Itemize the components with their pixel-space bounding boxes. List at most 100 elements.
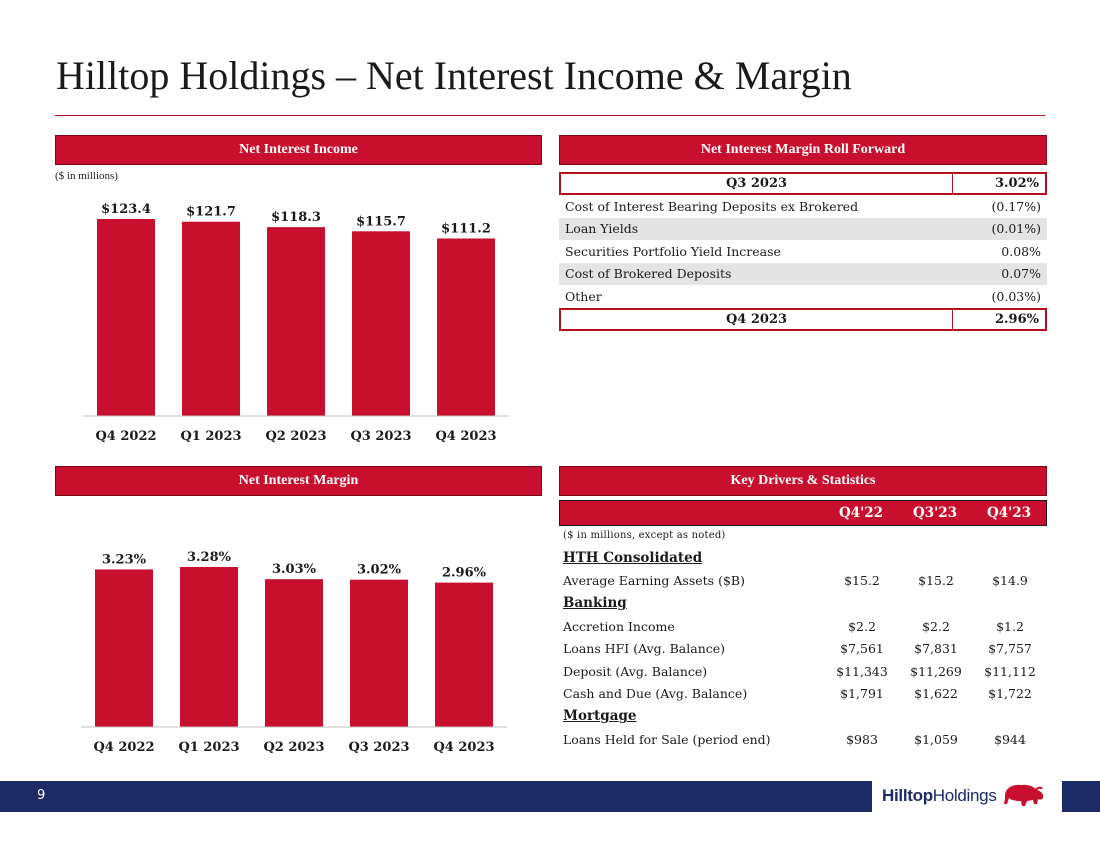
roll-forward-row-value: (0.17%)	[991, 198, 1041, 214]
row-label: Banking	[563, 595, 627, 612]
roll-forward-row-value: (0.03%)	[991, 288, 1041, 304]
data-label: $118.3	[271, 210, 321, 225]
data-label: 3.02%	[357, 563, 402, 578]
roll-forward-row-value: (0.01%)	[991, 221, 1041, 237]
roll-forward-row-label: Securities Portfolio Yield Increase	[565, 243, 781, 259]
row-value: $944	[994, 731, 1026, 747]
table-row: Loans HFI (Avg. Balance) $7,561 $7,831 $7,7…	[559, 637, 1047, 660]
x-tick-label: Q4 2022	[93, 740, 154, 755]
roll-forward-end-row: Q4 2023 2.96%	[559, 307, 1047, 331]
nii-units-note: ($ in millions)	[55, 170, 118, 182]
page-number: 9	[37, 788, 46, 803]
row-value: $1,722	[988, 686, 1032, 702]
data-label: $111.2	[441, 221, 491, 236]
bar	[97, 219, 155, 416]
data-label: $121.7	[186, 205, 236, 220]
roll-forward-header-label: Net Interest Margin Roll Forward	[700, 142, 906, 157]
company-logo: HilltopHoldings	[872, 776, 1062, 816]
table-row: Average Earning Assets ($B) $15.2 $15.2 $14…	[559, 570, 1047, 593]
row-value: $7,757	[988, 641, 1032, 657]
nim-header-label: Net Interest Margin	[238, 473, 359, 488]
column-header: Q3'23	[912, 505, 958, 521]
key-drivers-section-header: Key Drivers & Statistics	[559, 466, 1047, 496]
row-value: $7,831	[914, 641, 958, 657]
x-tick-label: Q1 2023	[180, 429, 241, 444]
roll-forward-row-label: Other	[565, 288, 602, 304]
nii-bar-chart: $123.4 Q4 2022 $121.7 Q1 2023 $118.3 Q2 2023 $…	[83, 202, 509, 444]
row-label: Mortgage	[563, 708, 637, 725]
roll-forward-row-label: Loan Yields	[565, 221, 639, 237]
table-group-row: Mortgage	[559, 705, 1047, 728]
row-label: Average Earning Assets ($B)	[563, 573, 745, 589]
roll-forward-row: Cost of Interest Bearing Deposits ex Bro…	[559, 195, 1047, 218]
table-row: Deposit (Avg. Balance) $11,343 $11,269 $11,…	[559, 660, 1047, 683]
x-tick-label: Q3 2023	[348, 740, 409, 755]
row-value: $11,269	[910, 663, 962, 679]
row-value: $11,112	[984, 663, 1036, 679]
key-drivers-units-note: ($ in millions, except as noted)	[563, 530, 726, 541]
x-tick-label: Q2 2023	[265, 429, 326, 444]
nii-header-label: Net Interest Income	[239, 142, 358, 157]
row-value: $14.9	[992, 573, 1028, 589]
row-value: $1,059	[914, 731, 958, 747]
row-label: Accretion Income	[563, 618, 675, 634]
roll-forward-row-value: 0.07%	[1001, 266, 1041, 282]
bison-icon	[1003, 784, 1043, 806]
page-title: Hilltop Holdings – Net Interest Income &…	[56, 53, 852, 98]
data-label: 3.23%	[102, 552, 147, 567]
bar	[182, 221, 240, 416]
roll-forward-row-value: 0.08%	[1001, 243, 1041, 259]
roll-forward-start-row: Q3 2023 3.02%	[559, 172, 1047, 195]
bar	[437, 238, 495, 416]
bar	[350, 579, 408, 727]
data-label: 2.96%	[442, 566, 487, 581]
table-group-row: Banking	[559, 592, 1047, 615]
x-tick-label: Q1 2023	[178, 740, 239, 755]
key-drivers-table: HTH Consolidated Average Earning Assets (…	[559, 547, 1047, 750]
key-drivers-header-label: Key Drivers & Statistics	[730, 473, 876, 488]
roll-forward-row: Other (0.03%)	[559, 285, 1047, 308]
x-tick-label: Q4 2022	[95, 429, 156, 444]
row-value: $2.2	[848, 618, 876, 634]
bar	[435, 582, 493, 727]
roll-forward-row: Loan Yields (0.01%)	[559, 217, 1047, 240]
nim-bar-chart: 3.23% Q4 2022 3.28% Q1 2023 3.03% Q2 2023 3.02…	[81, 550, 507, 755]
row-value: $11,343	[836, 663, 888, 679]
row-label: HTH Consolidated	[563, 550, 703, 567]
title-divider	[55, 115, 1045, 116]
row-label: Loans Held for Sale (period end)	[563, 731, 771, 747]
bar	[267, 227, 325, 416]
bar	[265, 579, 323, 727]
table-row: Loans Held for Sale (period end) $983 $1,0…	[559, 728, 1047, 751]
data-label: $115.7	[356, 214, 406, 229]
x-tick-label: Q3 2023	[350, 429, 411, 444]
data-label: $123.4	[101, 202, 151, 217]
bar	[180, 567, 238, 727]
bar	[95, 569, 153, 727]
row-value: $983	[846, 731, 878, 747]
logo-light-text: Holdings	[932, 786, 997, 805]
table-group-row: HTH Consolidated	[559, 547, 1047, 570]
row-label: Loans HFI (Avg. Balance)	[563, 641, 726, 657]
row-value: $2.2	[922, 618, 950, 634]
row-value: $1.2	[996, 618, 1024, 634]
x-tick-label: Q2 2023	[263, 740, 324, 755]
row-label: Cash and Due (Avg. Balance)	[563, 686, 748, 702]
row-value: $1,622	[914, 686, 958, 702]
roll-forward-table: Q3 2023 3.02% Cost of Interest Bearing D…	[559, 172, 1047, 331]
row-value: $15.2	[844, 573, 880, 589]
roll-forward-end-label: Q4 2023	[561, 309, 953, 329]
row-value: $15.2	[918, 573, 954, 589]
roll-forward-row: Cost of Brokered Deposits 0.07%	[559, 262, 1047, 285]
bar	[352, 231, 410, 416]
logo-bold-text: Hilltop	[882, 786, 933, 805]
column-header: Q4'23	[986, 505, 1032, 521]
row-value: $7,561	[840, 641, 884, 657]
logo-wordmark: HilltopHoldings	[882, 786, 997, 806]
column-header: Q4'22	[838, 505, 884, 521]
x-tick-label: Q4 2023	[433, 740, 494, 755]
roll-forward-row-label: Cost of Brokered Deposits	[565, 266, 732, 282]
key-drivers-column-header: Q4'22 Q3'23 Q4'23	[559, 500, 1047, 526]
row-label: Deposit (Avg. Balance)	[563, 663, 708, 679]
table-row: Accretion Income $2.2 $2.2 $1.2	[559, 615, 1047, 638]
